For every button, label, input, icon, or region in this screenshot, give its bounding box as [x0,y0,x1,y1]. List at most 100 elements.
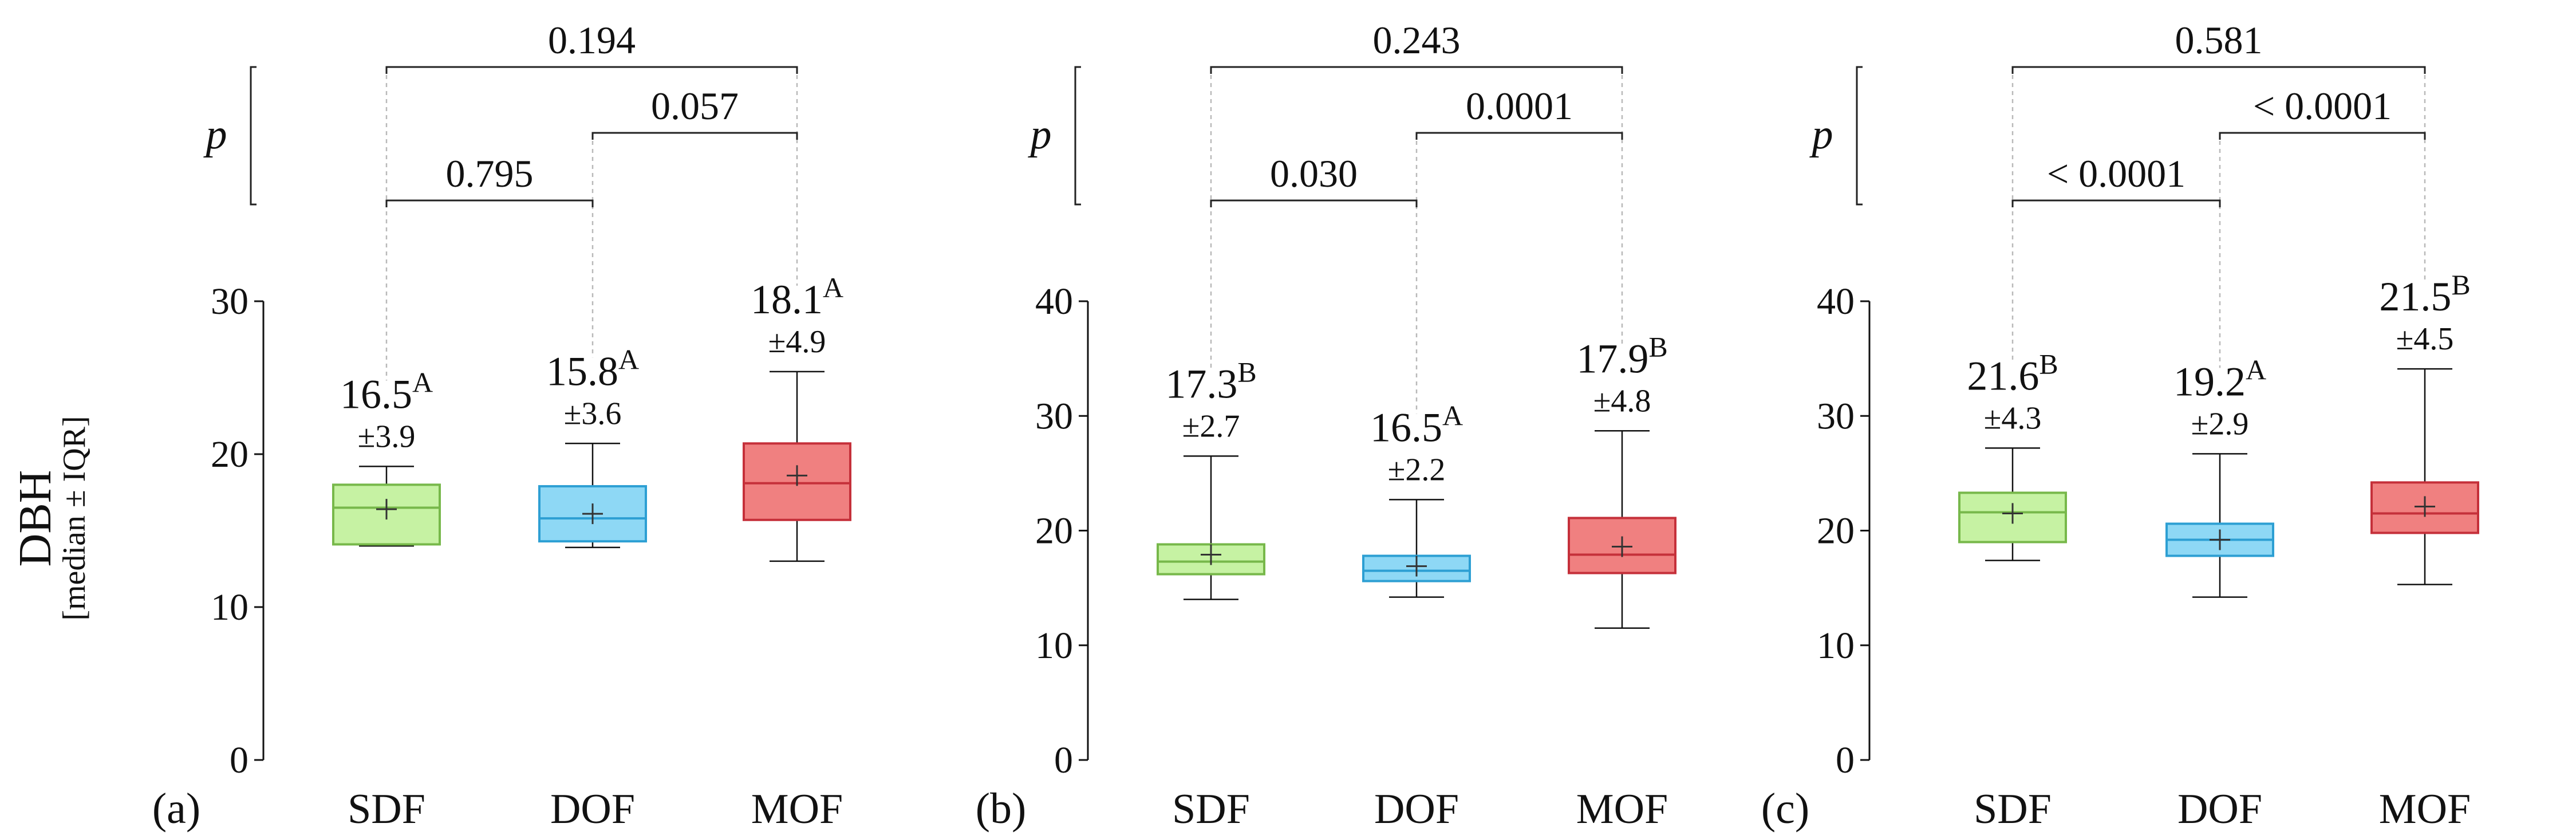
y-tick-label: 20 [1035,510,1073,552]
x-tick-label-sdf: SDF [348,786,425,833]
y-tick-label: 40 [1035,281,1073,322]
significance-letter: A [618,343,639,375]
median-value-label: 17.3B [1165,356,1256,407]
y-tick-label: 30 [211,281,248,322]
box-mof: 21.5B±4.5 [2370,269,2479,585]
comparison-p-value: 0.030 [1270,152,1358,195]
comparison-bracket [2011,66,2426,74]
comparison-p-value: < 0.0001 [2253,84,2392,128]
x-tick-label-sdf: SDF [1974,786,2052,833]
comparison-p-value: 0.194 [548,18,636,62]
median-value-label: 16.5A [340,366,433,417]
comparison-bracket [1210,66,1623,74]
significance-letter: A [2246,353,2266,385]
median-value-label: 18.1A [751,271,843,322]
comparison-p-value: 0.795 [446,152,534,195]
box-sdf: 17.3B±2.7 [1157,356,1265,600]
iqr-value-label: ±2.7 [1182,408,1240,444]
box-dof: 19.2A±2.9 [2165,353,2274,598]
comparison-bracket [591,132,798,140]
comparison-p-value: < 0.0001 [2047,152,2186,195]
y-axis-title: DBH [median ± IQR] [10,416,92,620]
comparison-bracket [2011,199,2221,207]
x-tick-label-mof: MOF [2379,786,2471,833]
comparison-p-value: 0.057 [651,84,739,128]
iqr-value-label: ±2.9 [2191,406,2249,442]
p-brace [1856,66,1863,206]
iqr-value-label: ±3.9 [358,419,416,454]
p-label: p [203,111,227,158]
median-value-label: 17.9B [1576,330,1667,381]
y-tick-label: 0 [230,739,248,781]
box-dof: 15.8A±3.6 [538,343,647,549]
comparison-p-value: 0.243 [1373,18,1461,62]
median-value: 18.1 [751,277,823,322]
p-label: p [1028,111,1052,158]
y-tick-label: 10 [1817,625,1855,667]
median-value-label: 19.2A [2173,353,2266,404]
median-value: 15.8 [546,348,618,394]
comparison-bracket [1415,132,1623,140]
median-value: 21.6 [1967,353,2039,399]
box-mof: 17.9B±4.8 [1568,330,1676,629]
significance-letter: B [1648,330,1667,363]
panel-label: (c) [1761,785,1809,833]
median-value-label: 21.6B [1967,348,2058,399]
significance-letter: A [823,271,843,304]
median-value: 19.2 [2173,359,2246,404]
significance-letter: B [2451,269,2470,301]
significance-letter: A [412,366,433,398]
comparison-bracket [385,199,594,207]
p-brace [250,66,257,206]
y-tick-label: 0 [1054,739,1073,781]
iqr-value-label: ±4.9 [768,324,826,360]
comparison-bracket [385,66,798,74]
x-tick-label-dof: DOF [1374,786,1459,833]
comparison-p-value: 0.0001 [1466,84,1573,128]
y-tick-label: 20 [1817,510,1855,552]
median-value: 17.3 [1165,361,1237,407]
iqr-box [538,485,647,543]
median-value: 16.5 [340,371,412,417]
iqr-value-label: ±3.6 [564,396,622,431]
y-tick-label: 40 [1817,281,1855,322]
box-sdf: 16.5A±3.9 [332,366,441,547]
panel-label: (a) [152,785,200,833]
y-tick-label: 10 [1035,625,1073,667]
iqr-value-label: ±4.3 [1984,400,2042,436]
x-tick-label-dof: DOF [550,786,635,833]
median-value-label: 16.5A [1370,399,1463,450]
x-tick-label-sdf: SDF [1172,786,1250,833]
y-tick-label: 20 [211,434,248,475]
significance-letter: B [1237,356,1256,388]
panel-label: (b) [976,785,1027,833]
median-value: 17.9 [1576,336,1648,381]
significance-letter: B [2039,348,2058,380]
iqr-value-label: ±2.2 [1388,452,1446,487]
box-mof: 18.1A±4.9 [743,271,851,562]
y-axis-label: DBH [10,470,61,567]
x-tick-label-dof: DOF [2177,786,2262,833]
median-value: 16.5 [1370,404,1442,450]
comparison-bracket [1210,199,1418,207]
x-tick-label-mof: MOF [1576,786,1668,833]
p-label: p [1809,111,1833,158]
comparison-bracket [2219,132,2426,140]
x-tick-label-mof: MOF [751,786,843,833]
comparison-p-value: 0.581 [2175,18,2263,62]
y-tick-label: 30 [1817,395,1855,437]
p-brace [1074,66,1081,206]
significance-letter: A [1442,399,1463,431]
median-value-label: 21.5B [2379,269,2470,320]
box-dof: 16.5A±2.2 [1362,399,1471,598]
box-sdf: 21.6B±4.3 [1958,348,2067,561]
y-tick-label: 30 [1035,395,1073,437]
y-tick-label: 0 [1836,739,1855,781]
median-value: 21.5 [2379,274,2451,320]
median-value-label: 15.8A [546,343,639,394]
panel-c: 0 10 20 30 40 SDF DOF MOF (c) p < 0.0001 < 0.0001 0.… [1761,18,2479,833]
